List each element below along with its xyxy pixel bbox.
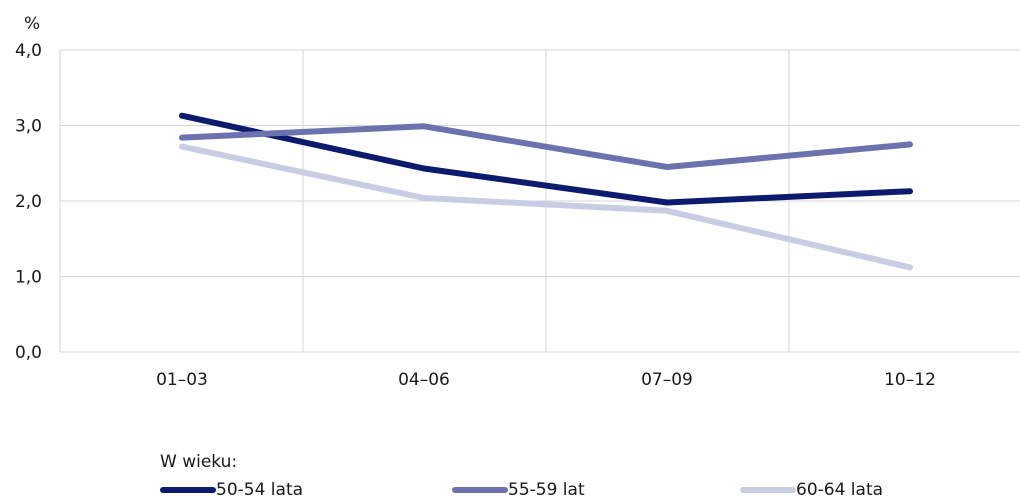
line-chart: 0,0 1,0 2,0 3,0 4,0 01–03 04–06 07–09 10–12 xyxy=(0,0,1020,440)
legend-label: 55-59 lat xyxy=(508,480,585,500)
legend-swatch xyxy=(452,487,508,493)
y-tick-label: 4,0 xyxy=(15,41,42,61)
y-axis-unit: % xyxy=(24,14,40,34)
x-tick-label: 04–06 xyxy=(398,370,450,390)
legend-item: 55-59 lat xyxy=(452,480,585,500)
legend-swatch xyxy=(740,487,796,493)
x-tick-label: 07–09 xyxy=(641,370,693,390)
legend: 50-54 lata 55-59 lat 60-64 lata xyxy=(160,480,1020,504)
legend-swatch xyxy=(160,487,216,493)
y-tick-label: 1,0 xyxy=(15,268,42,288)
tick-labels: 0,0 1,0 2,0 3,0 4,0 01–03 04–06 07–09 10–12 xyxy=(15,41,936,390)
y-tick-label: 0,0 xyxy=(15,343,42,363)
x-tick-label: 10–12 xyxy=(884,370,936,390)
legend-label: 60-64 lata xyxy=(796,480,883,500)
legend-title: W wieku: xyxy=(160,452,237,472)
x-tick-label: 01–03 xyxy=(156,370,208,390)
legend-label: 50-54 lata xyxy=(216,480,303,500)
y-tick-label: 3,0 xyxy=(15,117,42,137)
legend-item: 60-64 lata xyxy=(740,480,883,500)
grid xyxy=(60,50,1020,352)
y-tick-label: 2,0 xyxy=(15,192,42,212)
legend-item: 50-54 lata xyxy=(160,480,303,500)
